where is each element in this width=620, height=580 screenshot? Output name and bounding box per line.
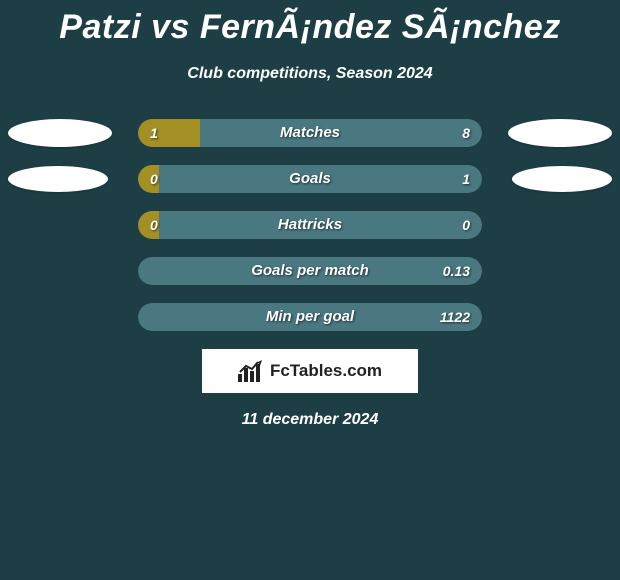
stat-value-player1: 1	[150, 119, 158, 147]
stats-card: Patzi vs FernÃ¡ndez SÃ¡nchez Club compet…	[0, 0, 620, 580]
stat-label: Hattricks	[138, 211, 482, 239]
fctables-icon	[238, 360, 264, 382]
stat-value-player2: 0	[462, 211, 470, 239]
subtitle: Club competitions, Season 2024	[0, 65, 620, 83]
stat-bar: Min per goal1122	[138, 303, 482, 331]
player1-avatar	[8, 166, 108, 192]
stat-bar: Goals0 1	[138, 165, 482, 193]
stat-value-player2: 8	[462, 119, 470, 147]
stat-value-player2: 1	[462, 165, 470, 193]
stat-bar: Goals per match0.13	[138, 257, 482, 285]
stat-row: Goals per match0.13	[0, 257, 620, 285]
stat-label: Goals	[138, 165, 482, 193]
stat-row: Min per goal1122	[0, 303, 620, 331]
player2-avatar	[512, 166, 612, 192]
stat-label: Goals per match	[138, 257, 482, 285]
player1-avatar	[8, 119, 112, 147]
stat-row: Matches1 8	[0, 119, 620, 147]
stat-value-player2: 1122	[440, 303, 470, 331]
date-line: 11 december 2024	[0, 411, 620, 429]
stat-value-player1: 0	[150, 211, 158, 239]
stat-row: Goals0 1	[0, 165, 620, 193]
title: Patzi vs FernÃ¡ndez SÃ¡nchez	[0, 0, 620, 47]
stat-label: Matches	[138, 119, 482, 147]
player2-avatar	[508, 119, 612, 147]
stat-bar: Hattricks0 0	[138, 211, 482, 239]
stat-value-player2: 0.13	[443, 257, 470, 285]
logo-box: FcTables.com	[202, 349, 418, 393]
stat-value-player1: 0	[150, 165, 158, 193]
stat-label: Min per goal	[138, 303, 482, 331]
stat-row: Hattricks0 0	[0, 211, 620, 239]
stats-list: Matches18Goals01Hattricks00Goals per mat…	[0, 119, 620, 331]
logo-text: FcTables.com	[270, 361, 382, 381]
stat-bar: Matches1 8	[138, 119, 482, 147]
